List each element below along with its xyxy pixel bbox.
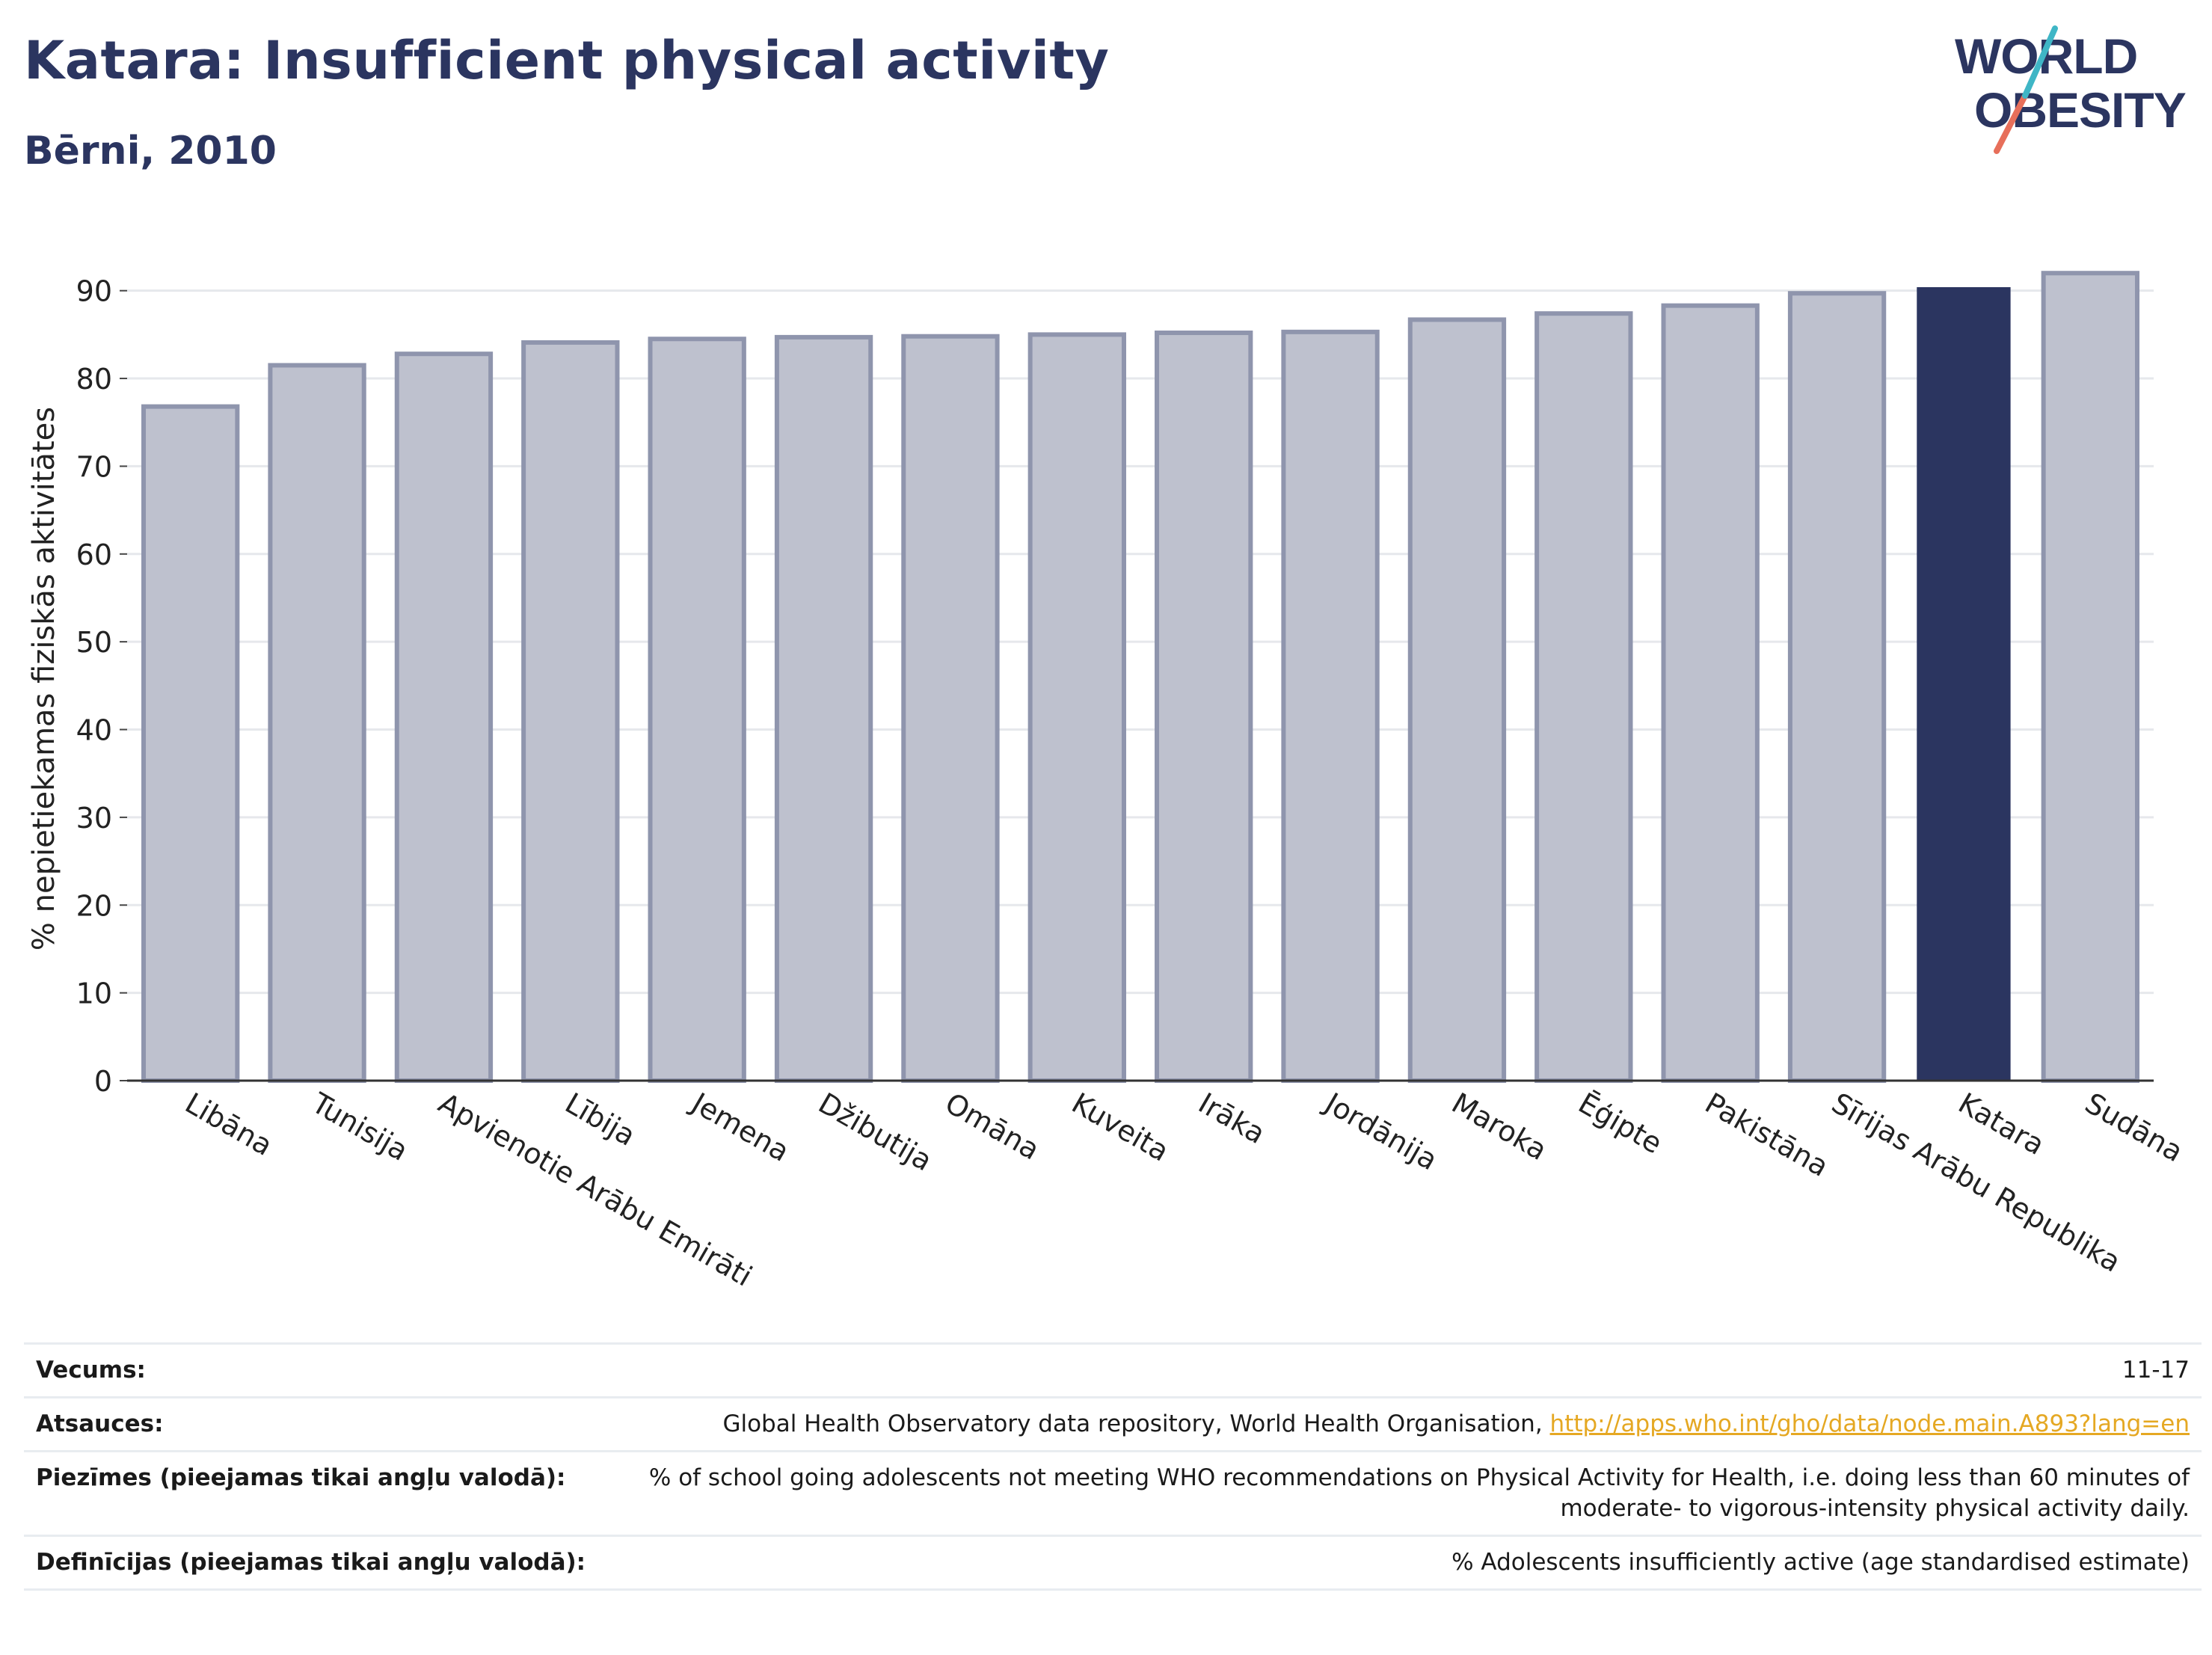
y-tick-label: 90 [76, 275, 112, 308]
source-text: Global Health Observatory data repositor… [722, 1410, 1550, 1437]
source-link[interactable]: http://apps.who.int/gho/data/node.main.A… [1549, 1410, 2190, 1437]
meta-row-definitions: Definīcijas (pieejamas tikai angļu valod… [24, 1535, 2202, 1591]
x-tick-label: Tunisija [306, 1086, 414, 1167]
y-tick-label: 30 [76, 802, 112, 835]
bar-country[interactable] [521, 340, 620, 1083]
bar-country[interactable] [2041, 271, 2139, 1083]
bar-country[interactable] [1281, 329, 1380, 1084]
y-tick-label: 10 [76, 977, 112, 1010]
bars [141, 271, 2139, 1084]
x-tick-label: Džibutija [813, 1087, 938, 1178]
meta-row-notes: Piezīmes (pieejamas tikai angļu valodā):… [24, 1450, 2202, 1537]
x-tick-label: Maroka [1446, 1087, 1552, 1167]
x-tick-label: Irāka [1193, 1087, 1271, 1150]
chart-title: Katara: Insufficient physical activity [24, 30, 1110, 91]
x-tick-label: Lībija [559, 1087, 641, 1152]
meta-label: Vecums: [24, 1342, 616, 1398]
y-tick-label: 80 [76, 363, 112, 396]
world-obesity-logo: WORLD OBESITY [1955, 25, 2187, 154]
logo-slash-lower [1994, 93, 2028, 154]
x-tick-label: Jemena [685, 1086, 795, 1168]
y-axis-ticks: 0 10 20 30 40 50 60 70 80 90 [76, 275, 127, 1098]
x-tick-label: Sudāna [2080, 1087, 2189, 1169]
meta-value: % Adolescents insufficiently active (age… [616, 1535, 2202, 1591]
bar-highlighted[interactable] [1917, 286, 2011, 1081]
y-tick-label: 60 [76, 538, 112, 571]
bar-country[interactable] [1787, 291, 1887, 1083]
meta-value: 11-17 [616, 1342, 2202, 1398]
meta-label: Piezīmes (pieejamas tikai angļu valodā): [24, 1450, 616, 1537]
bar-country[interactable] [774, 334, 873, 1083]
meta-label: Atsauces: [24, 1396, 616, 1452]
x-tick-label: Pakistāna [1700, 1087, 1834, 1183]
x-tick-label: Libāna [179, 1087, 278, 1162]
x-tick-label: Jordānija [1318, 1086, 1443, 1177]
x-tick-label: Ēģipte [1573, 1087, 1668, 1161]
meta-value: Global Health Observatory data repositor… [616, 1396, 2202, 1452]
bar-country[interactable] [1407, 317, 1507, 1084]
y-tick-label: 40 [76, 714, 112, 747]
metadata-table: Vecums: 11-17 Atsauces: Global Health Ob… [24, 1342, 2202, 1591]
bar-country[interactable] [1534, 311, 1633, 1084]
chart-subtitle: Bērni, 2010 [24, 129, 277, 174]
x-tick-label: Kuveita [1066, 1087, 1175, 1168]
meta-row-sources: Atsauces: Global Health Observatory data… [24, 1396, 2202, 1452]
y-tick-label: 50 [76, 626, 112, 659]
logo-line-1: WORLD [1955, 28, 2137, 84]
bar-country[interactable] [1027, 332, 1126, 1083]
logo-slash-upper [2022, 25, 2058, 99]
y-tick-label: 0 [94, 1065, 112, 1098]
bar-country[interactable] [648, 337, 746, 1084]
meta-label: Definīcijas (pieejamas tikai angļu valod… [24, 1535, 616, 1591]
bar-country[interactable] [394, 351, 494, 1084]
bar-country[interactable] [141, 404, 240, 1083]
x-axis-ticks: Libāna Tunisija Apvienotie Arābu EmirātiLī… [179, 1086, 2188, 1293]
y-tick-label: 70 [76, 450, 112, 483]
meta-row-age: Vecums: 11-17 [24, 1342, 2202, 1398]
bar-country[interactable] [268, 363, 366, 1083]
y-axis-label: % nepietiekamas fiziskās aktivitātes [27, 407, 61, 951]
x-tick-label: Katara [1953, 1087, 2050, 1161]
bar-country[interactable] [1661, 303, 1760, 1083]
x-tick-label: Omāna [939, 1087, 1045, 1167]
y-tick-label: 20 [76, 889, 112, 922]
bar-country[interactable] [1155, 331, 1253, 1083]
bar-country[interactable] [901, 334, 1000, 1084]
meta-value: % of school going adolescents not meetin… [616, 1450, 2202, 1537]
